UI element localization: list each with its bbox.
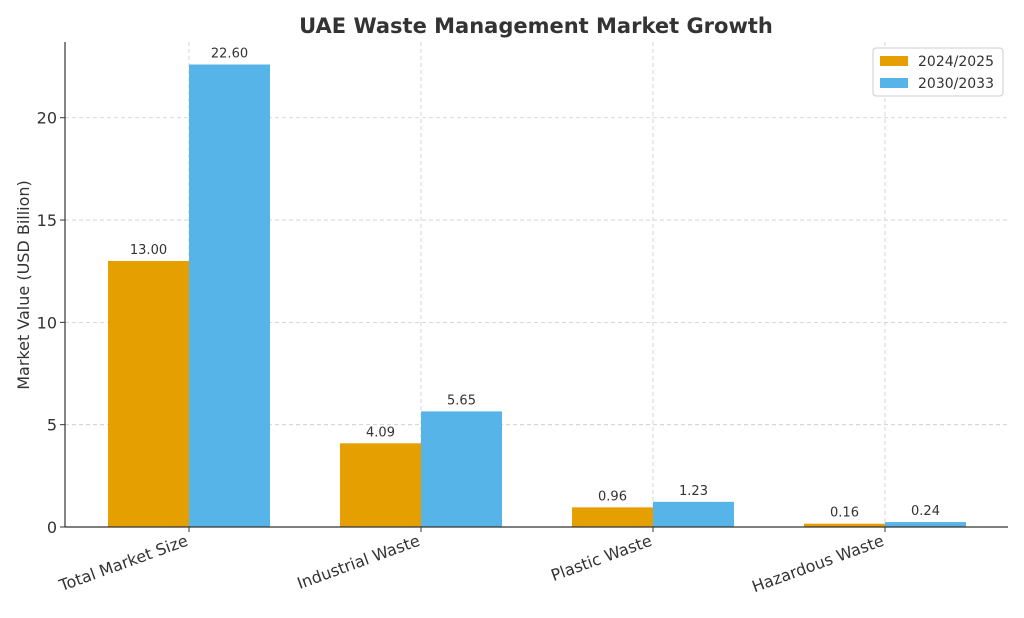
bar (885, 522, 966, 527)
data-label: 1.23 (679, 484, 708, 499)
y-tick-label: 15 (37, 211, 57, 230)
data-label: 4.09 (366, 425, 395, 440)
bar (572, 507, 653, 527)
data-label: 22.60 (211, 47, 248, 62)
legend: 2024/2025 2030/2033 (872, 47, 1004, 97)
bar (340, 443, 421, 527)
legend-swatch (880, 56, 908, 66)
x-tick-label: Plastic Waste (548, 531, 654, 585)
y-axis-label: Market Value (USD Billion) (14, 180, 33, 390)
bar (421, 411, 502, 527)
bar (804, 523, 885, 527)
legend-swatch (880, 78, 908, 88)
data-label: 5.65 (447, 393, 476, 408)
data-label: 0.24 (911, 504, 940, 519)
y-tick-label: 10 (37, 313, 57, 332)
x-tick-label: Hazardous Waste (749, 531, 886, 596)
legend-label: 2024/2025 (918, 54, 994, 70)
bar (189, 64, 270, 527)
bars: 13.00 22.60 4.09 5.65 0.96 1.23 0.16 0.24 (108, 47, 966, 527)
data-label: 0.16 (830, 506, 859, 521)
data-label: 13.00 (130, 243, 167, 258)
bar (653, 501, 734, 527)
legend-label: 2030/2033 (918, 76, 994, 92)
y-tick-label: 0 (47, 518, 57, 537)
x-tick-label: Industrial Waste (294, 531, 422, 593)
bar (108, 260, 189, 527)
x-tick-label: Total Market Size (56, 531, 191, 596)
data-label: 0.96 (598, 489, 627, 504)
chart-title: UAE Waste Management Market Growth (299, 14, 773, 38)
y-tick-label: 20 (37, 109, 57, 128)
y-tick-label: 5 (47, 416, 57, 435)
